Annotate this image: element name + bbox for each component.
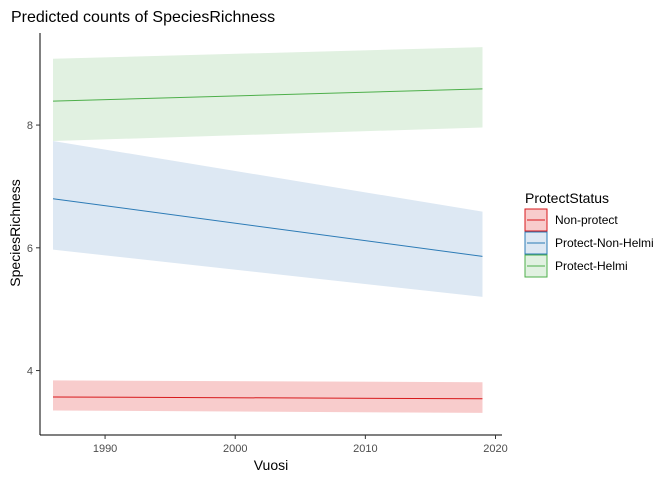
y-tick-label: 6 — [27, 243, 33, 255]
legend-label-0: Non-protect — [555, 213, 618, 227]
x-axis: 1990 2000 2010 2020 — [40, 434, 508, 455]
y-tick-label: 4 — [27, 366, 33, 378]
chart-title: Predicted counts of SpeciesRichness — [11, 9, 275, 26]
y-axis-title: SpeciesRichness — [7, 179, 23, 286]
x-tick-label: 1990 — [93, 443, 117, 455]
series-line-1 — [52, 198, 483, 257]
x-tick-label: 2010 — [353, 443, 377, 455]
x-axis-title: Vuosi — [254, 457, 289, 473]
ribbon-1 — [53, 141, 483, 297]
ribbon-2 — [53, 47, 483, 142]
legend-label-1: Protect-Non-Helmi — [555, 236, 654, 250]
legend-title: ProtectStatus — [525, 190, 609, 206]
y-tick-label: 8 — [27, 120, 33, 132]
ribbon-0 — [53, 380, 483, 413]
x-tick-label: 2020 — [483, 443, 507, 455]
x-tick-label: 2000 — [223, 443, 247, 455]
plot-area — [52, 47, 483, 413]
y-axis: 4 6 8 — [27, 33, 41, 435]
series-line-0 — [53, 396, 483, 400]
legend-label-2: Protect-Helmi — [555, 259, 628, 273]
series-line-2 — [52, 88, 483, 102]
legend: ProtectStatus Non-protect Protect-Non-Hel… — [524, 190, 654, 278]
